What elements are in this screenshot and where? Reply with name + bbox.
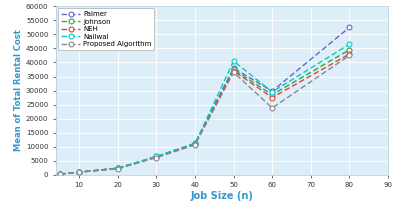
Y-axis label: Mean of Total Rental Cost: Mean of Total Rental Cost bbox=[14, 30, 23, 151]
Nailwal bbox=[270, 91, 274, 93]
Nailwal bbox=[192, 142, 197, 145]
Proposed Algorithm bbox=[347, 54, 352, 57]
Johnson bbox=[77, 171, 82, 173]
Proposed Algorithm bbox=[115, 167, 120, 170]
Nailwal bbox=[77, 171, 82, 173]
NEH bbox=[115, 167, 120, 170]
Line: Nailwal: Nailwal bbox=[58, 42, 352, 177]
Legend: Palmer, Johnson, NEH, Nailwal, Proposed Algorithm: Palmer, Johnson, NEH, Nailwal, Proposed … bbox=[58, 9, 154, 50]
Palmer bbox=[77, 171, 82, 173]
NEH bbox=[58, 173, 62, 175]
NEH bbox=[77, 171, 82, 173]
NEH bbox=[154, 156, 159, 158]
Palmer bbox=[192, 142, 197, 145]
NEH bbox=[270, 96, 274, 99]
Proposed Algorithm bbox=[231, 71, 236, 73]
NEH bbox=[231, 70, 236, 72]
Proposed Algorithm bbox=[154, 156, 159, 159]
Johnson bbox=[192, 142, 197, 145]
NEH bbox=[347, 53, 352, 55]
Palmer bbox=[270, 90, 274, 92]
Nailwal bbox=[115, 167, 120, 170]
Palmer bbox=[154, 155, 159, 158]
X-axis label: Job Size (n): Job Size (n) bbox=[190, 191, 254, 201]
Line: Proposed Algorithm: Proposed Algorithm bbox=[58, 53, 352, 177]
Nailwal bbox=[58, 173, 62, 175]
Johnson bbox=[58, 173, 62, 175]
Palmer bbox=[115, 167, 120, 170]
Palmer bbox=[58, 173, 62, 175]
Line: NEH: NEH bbox=[58, 52, 352, 177]
Palmer bbox=[231, 67, 236, 69]
Nailwal bbox=[231, 60, 236, 62]
Johnson bbox=[347, 49, 352, 51]
Line: Johnson: Johnson bbox=[58, 47, 352, 177]
Johnson bbox=[270, 94, 274, 96]
Johnson bbox=[154, 156, 159, 158]
Johnson bbox=[115, 167, 120, 170]
Proposed Algorithm bbox=[58, 173, 62, 175]
Proposed Algorithm bbox=[77, 171, 82, 173]
Proposed Algorithm bbox=[192, 144, 197, 146]
Johnson bbox=[231, 68, 236, 71]
Nailwal bbox=[154, 155, 159, 158]
NEH bbox=[192, 143, 197, 146]
Line: Palmer: Palmer bbox=[58, 25, 352, 177]
Nailwal bbox=[347, 43, 352, 46]
Proposed Algorithm bbox=[270, 107, 274, 109]
Palmer bbox=[347, 26, 352, 29]
